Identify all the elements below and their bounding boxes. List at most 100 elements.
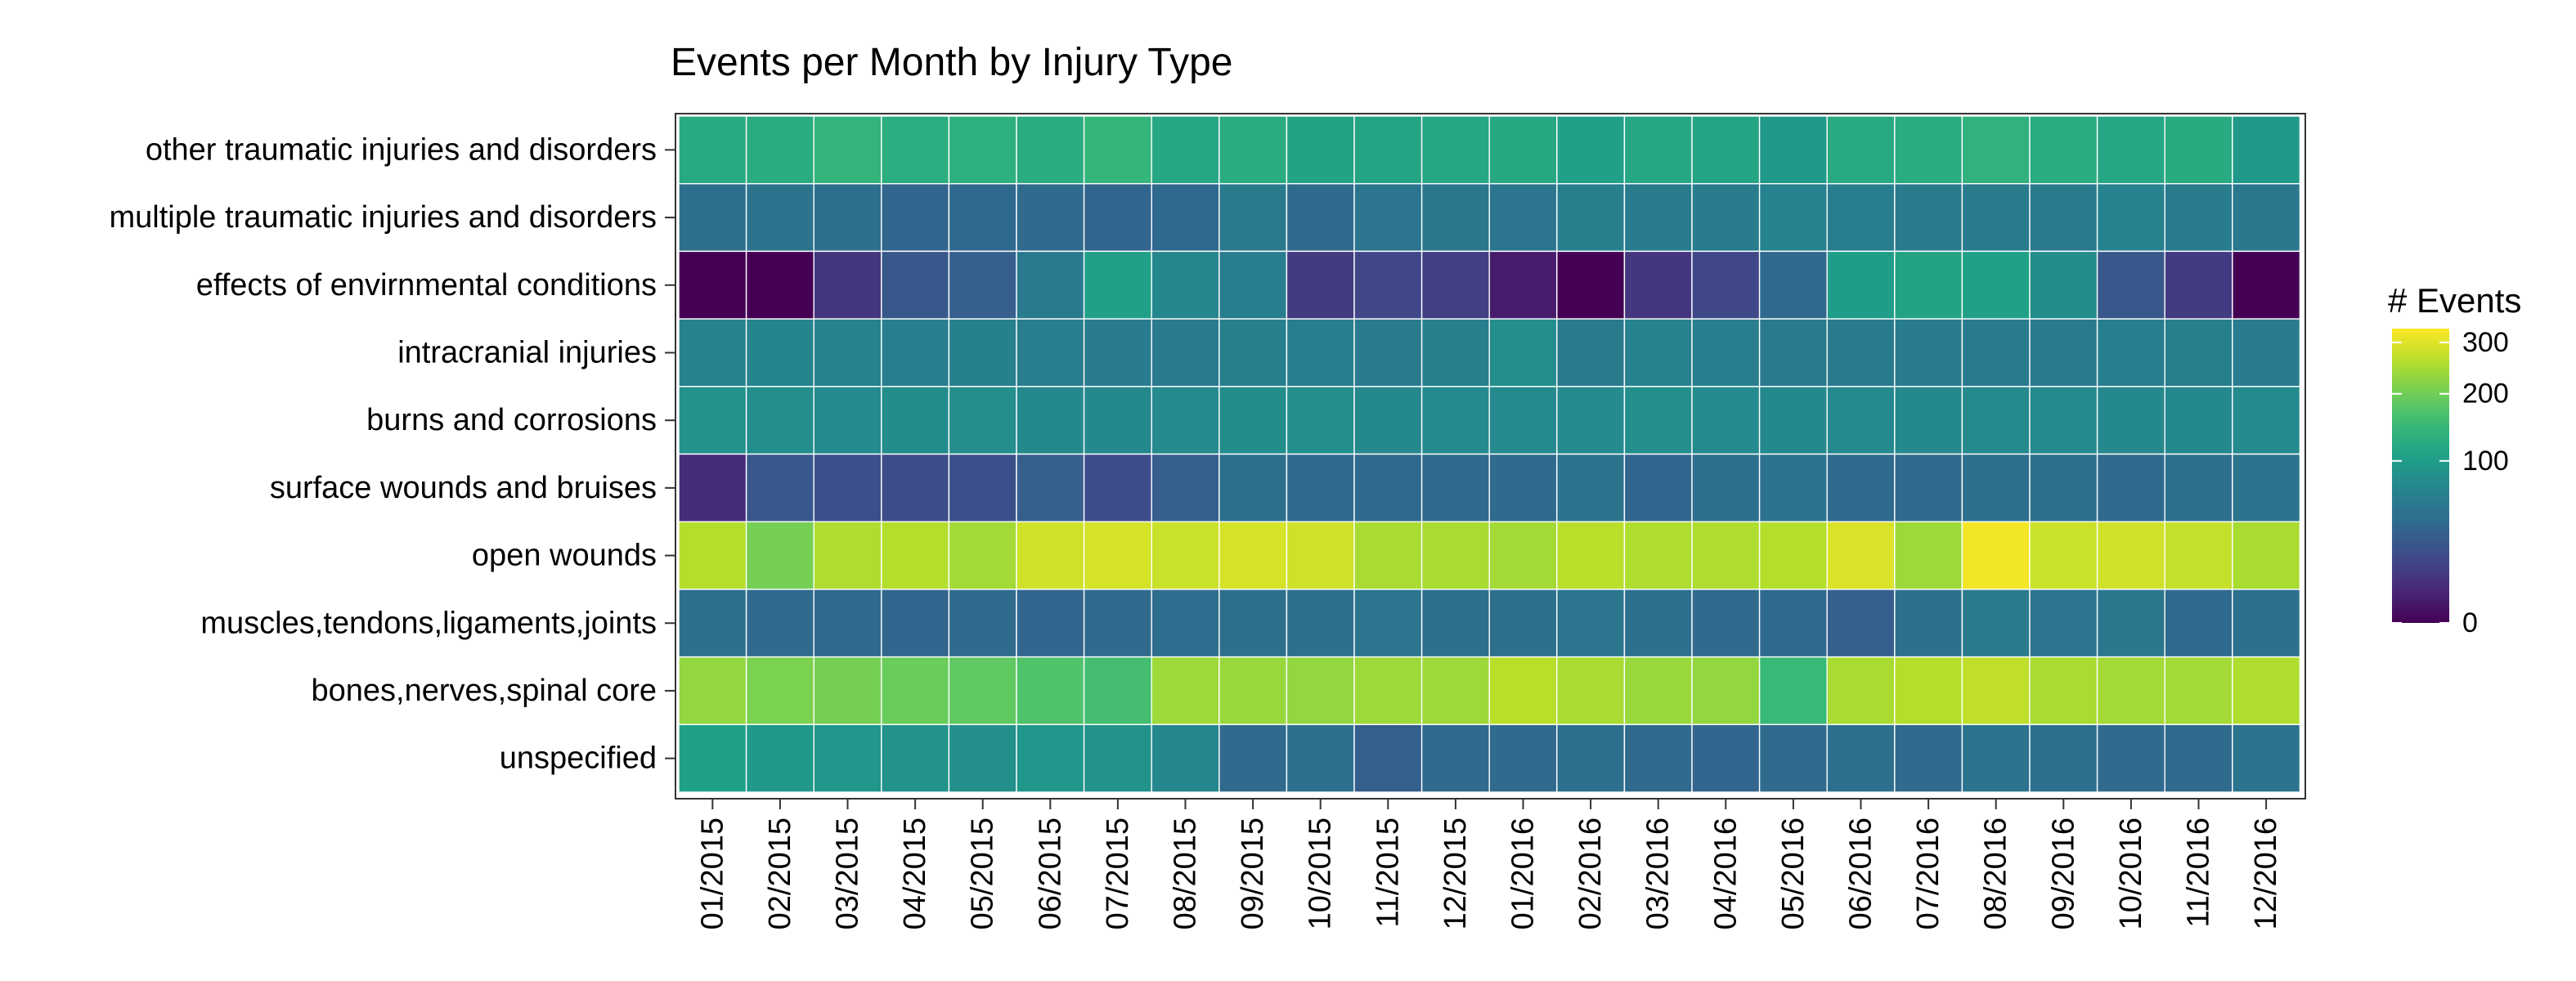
heatmap-cell [1353,318,1423,387]
heatmap-cell [813,250,882,320]
heatmap-cell [1016,723,1085,793]
heatmap-cell [2164,182,2233,253]
heatmap-cell [2232,250,2301,320]
heatmap-cell [2029,521,2098,590]
x-tick-label: 09/2015 [1236,818,1270,929]
chart-title: Events per Month by Injury Type [671,41,1232,84]
heatmap-cell [948,723,1017,793]
heatmap-cell [1488,723,1558,793]
heatmap-cell [1083,521,1152,590]
heatmap-cell [1286,318,1355,387]
heatmap-cell [2029,453,2098,522]
heatmap-cell [1623,589,1693,658]
legend-ticks: 0 100 200 300 [2392,327,2509,638]
heatmap-cell [1961,453,2031,522]
heatmap-cell [813,521,882,590]
heatmap-cell [1758,250,1828,320]
x-tick-label: 07/2015 [1101,818,1135,929]
heatmap-cell [1286,521,1355,590]
heatmap-cell [1151,723,1220,793]
y-tick-label: other traumatic injuries and disorders [146,132,657,167]
heatmap-cell [678,453,747,522]
y-tick-label: burns and corrosions [366,403,657,437]
heatmap-cell [1286,589,1355,658]
heatmap-cell [948,250,1017,320]
x-tick-label: 05/2016 [1776,818,1811,929]
heatmap-cell [2096,589,2165,658]
heatmap-cell [2096,318,2165,387]
heatmap-cell [2029,656,2098,725]
heatmap-cell [1218,723,1288,793]
heatmap-cell [2164,589,2233,658]
heatmap-cell [1826,182,1896,253]
heatmap-cell [1556,318,1626,387]
heatmap-cell [1488,182,1558,253]
heatmap-cell [1961,723,2031,793]
heatmap-cell [1218,182,1288,253]
panel-border [675,113,2306,800]
heatmap-cell [1556,250,1626,320]
legend-tick-label: 0 [2462,607,2478,638]
heatmap-cell [1623,656,1693,725]
heatmap-cell [1894,521,1963,590]
heatmap-cell [1758,453,1828,522]
heatmap-cell [948,115,1017,185]
x-tick-label: 10/2015 [1304,818,1338,929]
heatmap-cell [1556,115,1626,185]
heatmap-cell [1353,182,1423,253]
heatmap-cell [1151,521,1220,590]
legend-title: # Events [2388,281,2521,320]
heatmap-cell [1758,723,1828,793]
heatmap-cell [881,521,950,590]
heatmap-cell [1286,723,1355,793]
heatmap-cell [1420,656,1490,725]
heatmap-cell [1691,656,1761,725]
heatmap-cell [2096,453,2165,522]
heatmap-cell [1961,250,2031,320]
heatmap-cell [1758,182,1828,253]
heatmap-cell [1758,589,1828,658]
heatmap-cell [1826,115,1896,185]
heatmap-cell [678,182,747,253]
heatmap-cell [2232,115,2301,185]
heatmap-cell [1151,589,1220,658]
heatmap-cell [813,589,882,658]
legend-tick-label: 200 [2462,379,2509,410]
heatmap-cell [1623,182,1693,253]
heatmap-cell [1016,386,1085,455]
heatmap-cell [1218,386,1288,455]
heatmap-cell [948,386,1017,455]
x-axis-labels: 01/2015 02/2015 03/2015 04/2015 05/2015 06/20… [695,799,2283,929]
heatmap-cell [1691,723,1761,793]
heatmap-cell [1286,453,1355,522]
heatmap-cell [1758,386,1828,455]
heatmap-cell [1016,589,1085,658]
heatmap-cell [1016,115,1085,185]
heatmap-cell [678,115,747,185]
x-tick-label: 10/2016 [2114,818,2148,929]
heatmap-cell [1151,318,1220,387]
heatmap-cell [1218,115,1288,185]
heatmap-cell [1488,589,1558,658]
heatmap-cell [881,115,950,185]
heatmap-cell [2164,723,2233,793]
legend-tick-label: 300 [2462,327,2509,358]
heatmap-cell [1218,656,1288,725]
x-tick-label: 12/2015 [1438,818,1473,929]
heatmap-cell [1961,386,2031,455]
heatmap-cell [1353,115,1423,185]
heatmap-cell [1016,656,1085,725]
x-tick-label: 07/2016 [1911,818,1945,929]
heatmap-cell [678,589,747,658]
heatmap-cell [1488,318,1558,387]
heatmap-cell [1691,589,1761,658]
heatmap-cell [1894,318,1963,387]
heatmap-cell [2096,386,2165,455]
heatmap-cell [948,589,1017,658]
heatmap-cell [1556,453,1626,522]
heatmap-cell [1420,589,1490,658]
heatmap-cell [2096,656,2165,725]
heatmap-cell [813,386,882,455]
heatmap-cell [1083,182,1152,253]
